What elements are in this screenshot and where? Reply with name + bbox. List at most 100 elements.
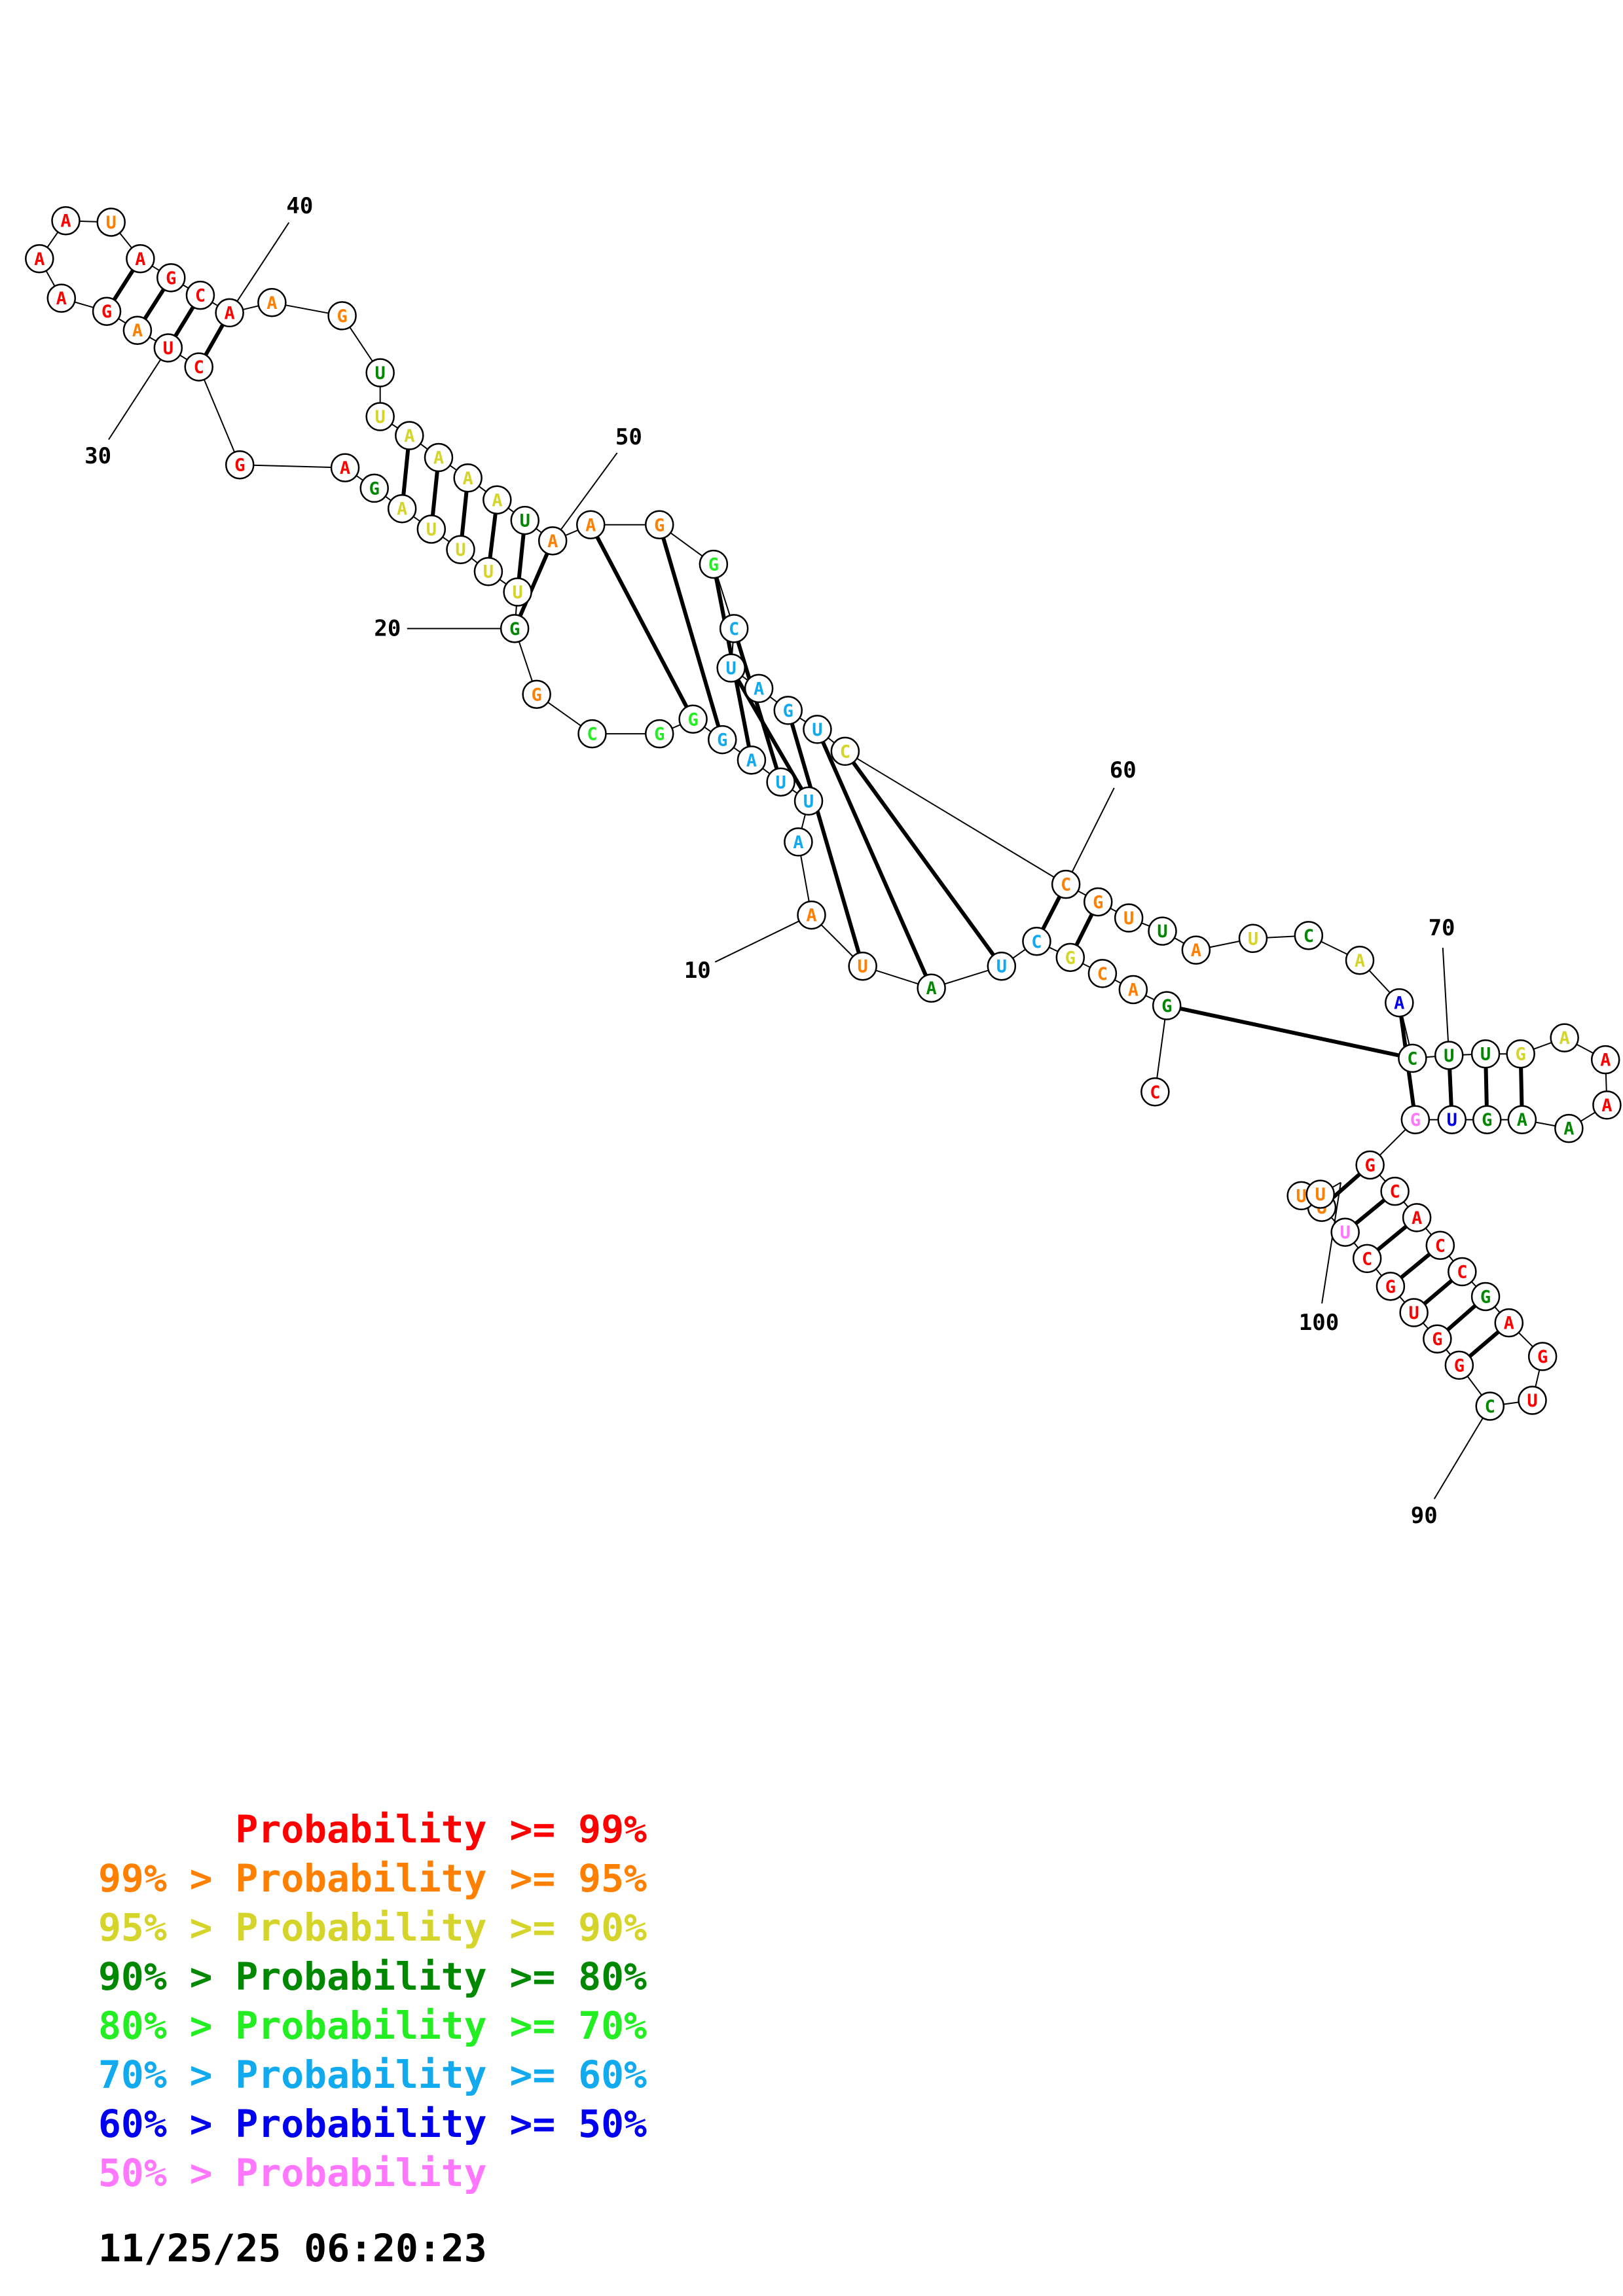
nucleotide-circle <box>1051 869 1081 899</box>
nucleotide-88: G <box>1527 1342 1558 1371</box>
nucleotide-letter: C <box>587 725 597 745</box>
nucleotide-letter: U <box>1409 1303 1419 1323</box>
nucleotide-circle <box>453 463 483 493</box>
nucleotide-circle <box>510 505 540 535</box>
tick-line <box>1321 1182 1341 1304</box>
nucleotide-18: C <box>577 719 607 749</box>
nucleotide-letter: G <box>1161 996 1172 1016</box>
nucleotide-circle <box>359 473 389 503</box>
nucleotide-letter: U <box>1296 1186 1307 1206</box>
nucleotide-74: A <box>1590 1045 1620 1075</box>
nucleotide-letter: A <box>1600 1050 1611 1071</box>
nucleotide-circle <box>577 719 607 749</box>
nucleotide-letter: G <box>369 478 380 499</box>
legend-prefix-p0: 50% > <box>98 2151 236 2195</box>
nucleotide-65: U <box>1238 924 1268 954</box>
nucleotide-72: G <box>1506 1039 1535 1069</box>
nucleotide-letter: A <box>1191 941 1201 961</box>
base-pair-bond <box>589 524 695 721</box>
backbone-segment <box>240 464 346 469</box>
nucleotide-circle <box>1083 887 1113 917</box>
nucleotide-letter: C <box>1362 1249 1372 1269</box>
nucleotide-letter: C <box>1061 875 1071 895</box>
nucleotide-letter: A <box>1559 1028 1570 1049</box>
nucleotide-36: U <box>96 207 126 237</box>
nucleotide-letter: A <box>1601 1096 1612 1116</box>
legend-prefix-p70: 80% > <box>98 2003 236 2048</box>
nucleotide-circle <box>92 296 122 326</box>
tick-line <box>108 347 169 440</box>
nucleotide-39: C <box>185 280 215 310</box>
nucleotide-circle <box>1399 1298 1429 1327</box>
nucleotide-letter: G <box>1065 948 1076 968</box>
nucleotide-circle <box>1402 1203 1432 1232</box>
nucleotide-77: A <box>1507 1105 1537 1134</box>
nucleotide-67: A <box>1345 946 1375 975</box>
nucleotide-letter: A <box>433 448 444 469</box>
nucleotide-letter: G <box>1516 1045 1526 1065</box>
nucleotide-letter: A <box>547 531 558 552</box>
nucleotide-letter: A <box>34 249 45 270</box>
legend-prefix-p60: 70% > <box>98 2053 236 2097</box>
position-ticks: 10 20 30 40 50 60 70 90 100 <box>84 193 1491 1529</box>
nucleotide-circle <box>644 719 674 749</box>
nucleotide-circle <box>830 736 860 766</box>
nucleotide-letter: G <box>234 456 245 476</box>
nucleotide-64: A <box>1181 935 1211 965</box>
nucleotide-81: G <box>1355 1150 1385 1180</box>
backbone-segment <box>845 751 1067 886</box>
nucleotide-letter: U <box>1340 1223 1351 1243</box>
nucleotide-circle <box>1400 1105 1431 1134</box>
nucleotide-2: G <box>1152 991 1182 1020</box>
base-pair-bond <box>815 728 934 989</box>
nucleotide-circle <box>1152 991 1182 1020</box>
nucleotide-circle <box>784 827 813 857</box>
backbone-segment <box>198 367 241 465</box>
nucleotide-letter: U <box>1444 1046 1454 1066</box>
nucleotide-93: U <box>1399 1298 1429 1327</box>
nucleotide-circle <box>1494 1308 1524 1338</box>
nucleotide-letter: U <box>375 407 386 427</box>
nucleotide-circle <box>1355 1150 1385 1180</box>
nucleotide-letter: G <box>1454 1355 1465 1376</box>
nucleotide-14: A <box>737 745 767 775</box>
nucleotide-circle <box>1475 1391 1505 1421</box>
legend-label-p80: Probability >= 80% <box>235 1954 647 1999</box>
nucleotide-84: C <box>1425 1230 1455 1261</box>
tick-line <box>1433 1405 1491 1499</box>
nucleotide-83: A <box>1402 1203 1432 1232</box>
nucleotide-circle <box>122 315 153 345</box>
nucleotide-letter: A <box>56 289 67 309</box>
nucleotide-circle <box>797 900 826 930</box>
nucleotide-letter: A <box>806 906 816 926</box>
nucleotide-24: U <box>416 514 447 544</box>
nucleotide-circle <box>395 421 424 450</box>
nucleotide-circle <box>1118 975 1148 1005</box>
nucleotide-letter: A <box>585 515 596 535</box>
legend-label-p90: Probability >= 90% <box>235 1905 647 1950</box>
nucleotide-45: A <box>395 421 424 450</box>
nucleotide-13: U <box>766 767 795 797</box>
nucleotide-circle <box>917 973 946 1003</box>
nucleotide-letter: G <box>166 268 176 289</box>
nucleotide-40: A <box>215 298 244 328</box>
nucleotide-circle <box>1472 1105 1502 1134</box>
nucleotide-8: A <box>917 973 946 1003</box>
nucleotide-circle <box>744 673 774 704</box>
tick-line <box>228 222 290 314</box>
nucleotide-78: G <box>1472 1105 1502 1134</box>
nucleotide-52: G <box>644 510 674 540</box>
nucleotide-86: G <box>1470 1282 1501 1312</box>
nucleotide-41: A <box>257 288 287 317</box>
nucleotide-letter: A <box>926 978 937 999</box>
nucleotide-circle <box>1425 1230 1455 1261</box>
nucleotide-letter: A <box>1517 1110 1527 1130</box>
nucleotide-circle <box>25 244 54 274</box>
tick-label-40: 40 <box>286 193 313 219</box>
nucleotide-circle <box>1423 1324 1452 1354</box>
nucleotide-letter: G <box>1365 1155 1376 1175</box>
nucleotide-circle <box>1345 946 1375 975</box>
nucleotide-circle <box>1022 927 1051 956</box>
tick-line <box>552 452 618 541</box>
nucleotide-1: C <box>1140 1077 1170 1107</box>
